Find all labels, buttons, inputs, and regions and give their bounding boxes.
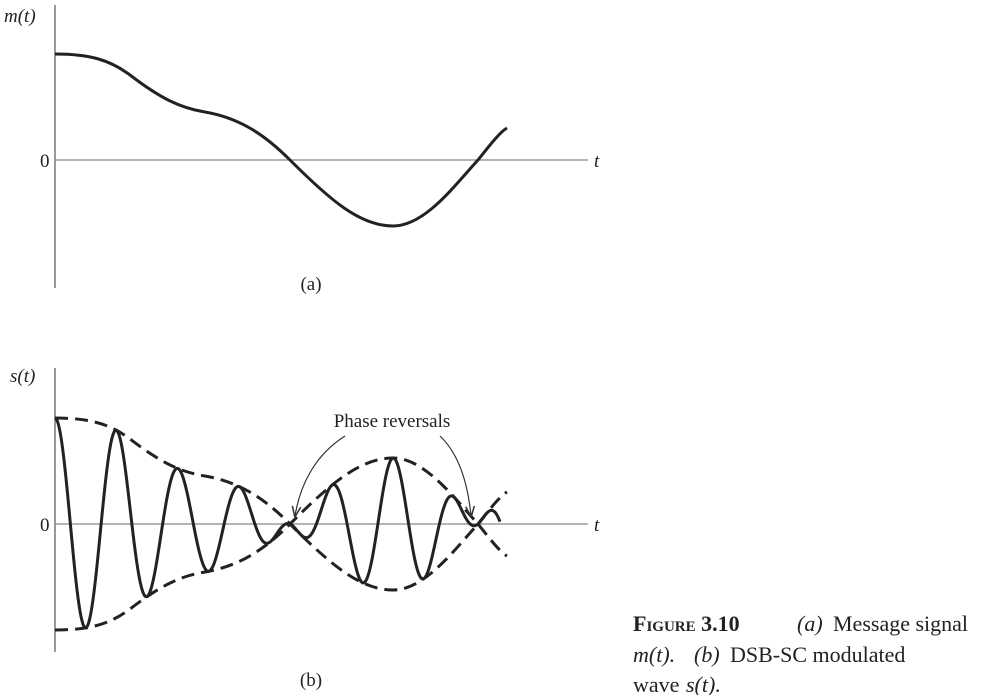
y-label: m(t) <box>4 6 36 27</box>
caption-signal: s(t). <box>686 672 721 695</box>
caption-part: (b) <box>694 642 720 667</box>
panel-caption: (b) <box>300 670 322 691</box>
caption-text: wave <box>633 672 679 695</box>
message-signal <box>54 52 508 228</box>
arrow <box>295 435 346 516</box>
figure-label: Figure 3.10 <box>633 611 740 636</box>
x-label: t <box>594 151 600 172</box>
zero-label: 0 <box>40 151 50 172</box>
zero-label: 0 <box>40 515 50 536</box>
arrow <box>439 435 471 516</box>
panel-caption: (a) <box>300 274 321 295</box>
x-label: t <box>594 515 600 536</box>
caption-text: DSB-SC modulated <box>730 642 905 667</box>
caption-signal: m(t). <box>633 642 675 667</box>
caption-part: (a) <box>797 611 823 636</box>
lower-envelope <box>53 456 509 632</box>
caption-text: Message signal <box>833 611 968 636</box>
y-label: s(t) <box>10 366 35 387</box>
modulated-wave <box>54 416 502 630</box>
annotation: Phase reversals <box>334 411 451 432</box>
